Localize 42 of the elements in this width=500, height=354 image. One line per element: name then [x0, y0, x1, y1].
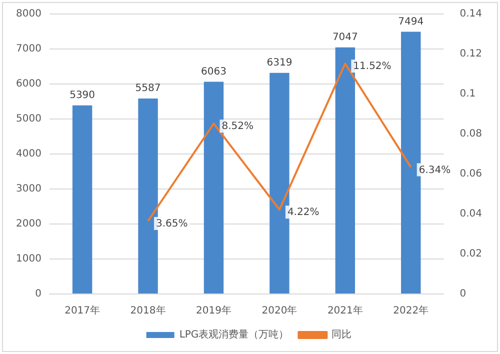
bar: [401, 32, 421, 294]
bar: [204, 82, 224, 294]
y-tick-label: 1000: [16, 254, 42, 265]
bar: [138, 98, 158, 294]
x-tick-label: 2022年: [393, 304, 429, 317]
data-label: 4.22%: [287, 207, 320, 218]
x-tick-label: 2018年: [130, 304, 166, 317]
legend-label: 同比: [332, 328, 352, 341]
y-tick-label: 2000: [16, 218, 42, 230]
y2-tick-label: 0.02: [460, 248, 482, 260]
y2-tick-label: 0.06: [460, 168, 482, 180]
x-tick-label: 2021年: [327, 304, 363, 317]
data-label: 6.34%: [418, 164, 451, 176]
y-tick-label: 8000: [16, 8, 42, 20]
data-label: 8.52%: [222, 121, 254, 132]
bar: [335, 47, 356, 294]
data-label: 6063: [201, 66, 226, 78]
x-tick-label: 2017年: [64, 304, 100, 317]
x-tick-label: 2020年: [262, 304, 298, 317]
y-tick-label: 3000: [16, 184, 42, 195]
y2-tick-label: 0.14: [460, 8, 482, 20]
y2-tick-label: 0.08: [460, 128, 482, 140]
y-tick-label: 6000: [16, 78, 42, 90]
data-label: 6319: [266, 57, 292, 68]
y-tick-label: 0: [35, 288, 42, 300]
y-tick-label: 4000: [16, 148, 42, 160]
legend-label: LPG表观消费量（万吨）: [179, 328, 289, 341]
y-tick-label: 5000: [16, 114, 42, 125]
data-label: 5587: [135, 83, 161, 94]
y2-tick-label: 0.12: [460, 48, 482, 60]
y2-tick-label: 0: [460, 288, 466, 300]
data-label: 7494: [398, 16, 424, 28]
y2-tick-label: 0.04: [460, 208, 482, 220]
data-label: 5390: [70, 90, 96, 101]
data-label: 3.65%: [156, 218, 188, 230]
data-label: 7047: [332, 32, 358, 43]
bar: [72, 105, 92, 294]
data-label: 11.52%: [353, 61, 392, 72]
x-tick-label: 2019年: [196, 304, 232, 317]
y2-tick-label: 0.1: [460, 88, 476, 100]
y-tick-label: 7000: [16, 44, 42, 55]
bar: [270, 72, 290, 294]
